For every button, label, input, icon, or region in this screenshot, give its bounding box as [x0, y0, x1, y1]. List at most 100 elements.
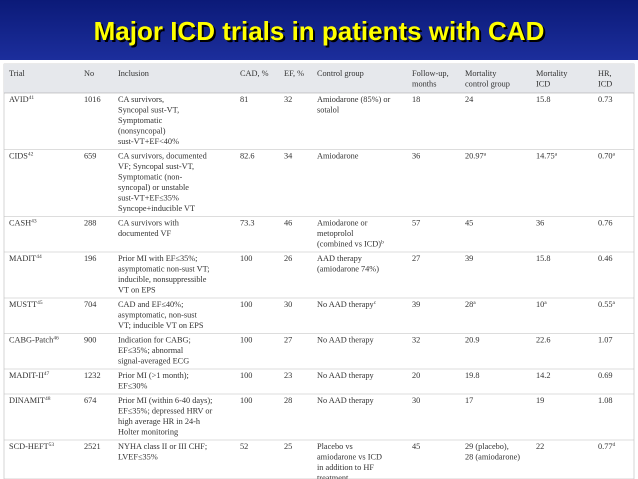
footnote-mark: 45: [37, 300, 43, 306]
table-cell: 27: [412, 254, 420, 263]
table-cell: 29 (placebo),: [465, 442, 509, 451]
footnote-mark: 44: [36, 254, 42, 260]
table-cell: 19: [536, 396, 544, 405]
table-cell: 73.3: [240, 219, 255, 228]
column-header: ICD: [598, 80, 612, 89]
table-cell: 19.8: [465, 371, 480, 380]
table-cell: Syncope+inducible VT: [118, 204, 195, 213]
table-cell: documented VF: [118, 229, 171, 238]
table-cell: CASH43: [9, 219, 37, 228]
table-cell: 288: [84, 219, 96, 228]
table-cell: 100: [240, 300, 252, 309]
table-cell: 1.07: [598, 336, 613, 345]
column-header: HR,: [598, 69, 612, 78]
column-header: control group: [465, 80, 510, 89]
table-cell: Symptomatic (non-: [118, 173, 183, 182]
column-header: No: [84, 69, 94, 78]
table-cell: AVID41: [9, 95, 34, 104]
table-cell: MADIT44: [9, 254, 42, 263]
table-cell: 45: [465, 219, 473, 228]
table-cell: (nonsyncopal): [118, 127, 166, 136]
table-cell: in addition to HF: [317, 463, 374, 472]
table-cell: syncopal) or unstable: [118, 183, 189, 192]
column-header: Inclusion: [118, 69, 150, 78]
footnote-mark: 48: [45, 396, 51, 402]
table-cell: (amiodarone 74%): [317, 265, 379, 274]
table-cell: asymptomatic, non-sust: [118, 311, 198, 320]
header-band: [0, 0, 638, 60]
column-header: Control group: [317, 69, 364, 78]
table-cell: Indication for CABG;: [118, 336, 191, 345]
table-cell: 0.73: [598, 95, 613, 104]
table-cell: No AAD therapy: [317, 336, 375, 345]
table-cell: amiodarone vs ICD: [317, 453, 382, 462]
footnote-mark: a: [613, 300, 616, 306]
table-cell: 81: [240, 95, 248, 104]
table-cell: 28 (amiodarone): [465, 453, 520, 462]
table-cell: 22: [536, 442, 544, 451]
footnote-mark: a: [484, 152, 487, 158]
footnote-mark: 43: [31, 219, 37, 225]
table-cell: CIDS42: [9, 152, 34, 161]
table-cell: 1.08: [598, 396, 613, 405]
table-cell: 57: [412, 219, 420, 228]
table-cell: 82.6: [240, 152, 255, 161]
table-cell: VT on EPS: [118, 286, 156, 295]
table-cell: treatment: [317, 474, 349, 479]
table-cell: 20.9: [465, 336, 480, 345]
table-cell: 17: [465, 396, 473, 405]
table-cell: 23: [284, 371, 292, 380]
table-cell: No AAD therapy: [317, 396, 375, 405]
column-header: Follow-up,: [412, 69, 449, 78]
table-cell: 36: [536, 219, 544, 228]
table-cell: NYHA class II or III CHF;: [118, 442, 207, 451]
table-cell: LVEF≤35%: [118, 453, 158, 462]
table-cell: 1016: [84, 95, 101, 104]
table-cell: 32: [412, 336, 420, 345]
footnote-mark: a: [613, 152, 616, 158]
table-cell: metoprolol: [317, 229, 354, 238]
table-cell: 27: [284, 336, 292, 345]
footnote-mark: 42: [28, 152, 34, 158]
table-cell: 46: [284, 219, 292, 228]
table-cell: Amiodarone (85%) or: [317, 95, 391, 104]
table-cell: 14.75a: [536, 152, 558, 161]
footnote-mark: a: [544, 300, 547, 306]
table-cell: signal-averaged ECG: [118, 357, 189, 366]
table-cell: asymptomatic non-sust VT;: [118, 265, 210, 274]
table-cell: 45: [412, 442, 420, 451]
table-cell: 15.8: [536, 254, 551, 263]
table-cell: 30: [412, 396, 420, 405]
table-cell: CA survivors with: [118, 219, 180, 228]
table-cell: 39: [412, 300, 420, 309]
table-cell: VT; inducible VT on EPS: [118, 321, 204, 330]
table-cell: high average HR in 24-h: [118, 417, 201, 426]
table-cell: 100: [240, 336, 252, 345]
table-cell: EF≤35%; abnormal: [118, 346, 184, 355]
table-header-bg: [4, 64, 634, 93]
table-cell: Syncopal sust-VT,: [118, 106, 179, 115]
table-cell: MUSTT45: [9, 300, 43, 309]
table-cell: (combined vs ICD)b: [317, 240, 384, 249]
table-cell: 100: [240, 371, 252, 380]
slide-title: Major ICD trials in patients with CAD: [94, 16, 545, 46]
table-cell: 36: [412, 152, 420, 161]
column-header: EF, %: [284, 69, 304, 78]
table-cell: 26: [284, 254, 292, 263]
footnote-mark: a: [555, 152, 558, 158]
column-header: CAD, %: [240, 69, 269, 78]
table-cell: 900: [84, 336, 96, 345]
table-cell: 15.8: [536, 95, 551, 104]
footnote-mark: d: [613, 442, 616, 448]
column-header: Mortality: [536, 69, 568, 78]
table-cell: 52: [240, 442, 248, 451]
table-cell: No AAD therapyc: [317, 300, 377, 309]
table-cell: 0.76: [598, 219, 613, 228]
table-cell: CA survivors,: [118, 95, 164, 104]
column-header: Mortality: [465, 69, 497, 78]
table-cell: 34: [284, 152, 293, 161]
table-cell: Prior MI (within 6-40 days);: [118, 396, 212, 405]
column-header: months: [412, 80, 436, 89]
table-cell: 100: [240, 254, 252, 263]
